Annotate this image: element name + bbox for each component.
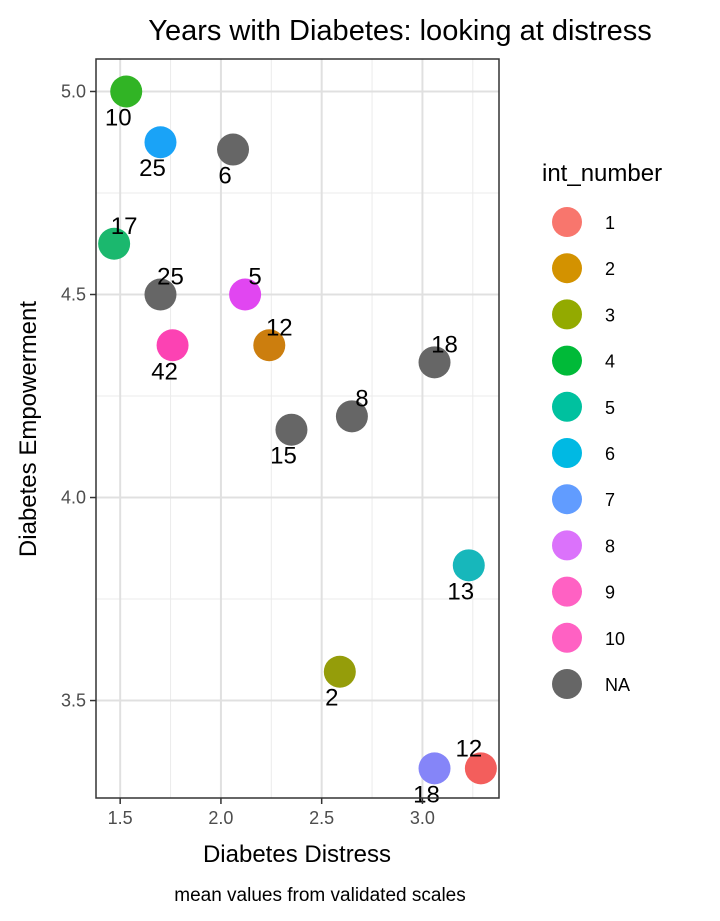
legend-label: 10	[605, 629, 625, 649]
legend-key	[552, 530, 582, 561]
chart-caption: mean values from validated scales	[174, 885, 465, 906]
legend-key	[552, 391, 582, 422]
data-point	[464, 752, 497, 785]
data-point	[452, 549, 485, 582]
x-axis-ticks: 1.5 2.0 2.5 3.0	[108, 798, 435, 828]
point-label: 18	[431, 331, 458, 358]
point-label: 2	[325, 685, 338, 712]
legend-key	[552, 669, 582, 699]
point-label: 6	[218, 163, 231, 190]
x-tick-label: 2.0	[208, 808, 233, 828]
data-point	[217, 133, 250, 166]
point-label: 17	[111, 213, 138, 240]
x-tick-label: 1.5	[108, 808, 133, 828]
data-point	[275, 413, 308, 446]
data-point	[323, 655, 356, 688]
legend-label: 6	[605, 444, 615, 464]
point-label: 18	[413, 781, 440, 808]
legend-label: 5	[605, 398, 615, 418]
legend-label: 7	[605, 490, 615, 510]
data-point	[110, 75, 143, 108]
legend-label: 9	[605, 583, 615, 603]
y-tick-label: 4.5	[61, 285, 86, 305]
legend-key	[552, 299, 582, 330]
point-label: 12	[266, 314, 293, 341]
y-tick-label: 3.5	[61, 691, 86, 711]
legend-title: int_number	[542, 160, 662, 187]
chart-title: Years with Diabetes: looking at distress	[148, 15, 651, 47]
point-label: 13	[447, 578, 474, 605]
point-labels: 10 25 6 17 25 5 42 12 18 8 15 13 2 18 12	[105, 104, 482, 808]
y-tick-label: 5.0	[61, 81, 86, 101]
legend-label: 2	[605, 259, 615, 279]
legend-key	[552, 438, 582, 468]
legend-key	[552, 253, 582, 284]
point-label: 42	[151, 358, 178, 385]
data-point	[418, 346, 451, 379]
plot-panel: 10 25 6 17 25 5 42 12 18 8 15 13 2 18 12	[95, 58, 500, 808]
y-axis-title: Diabetes Empowerment	[15, 301, 42, 557]
point-label: 10	[105, 104, 132, 131]
legend: int_number 1 2 3 4 5 6 7 8 9 10 NA	[542, 160, 662, 699]
data-point	[418, 752, 451, 785]
legend-key	[552, 622, 582, 653]
data-point	[335, 400, 368, 433]
data-point	[156, 329, 189, 362]
legend-key	[552, 484, 582, 515]
minor-gridlines	[96, 59, 499, 798]
point-label: 8	[355, 385, 368, 412]
legend-entries: 1 2 3 4 5 6 7 8 9 10 NA	[552, 207, 630, 699]
legend-label: 4	[605, 352, 615, 372]
y-tick-label: 4.0	[61, 488, 86, 508]
legend-label: 1	[605, 213, 615, 233]
x-tick-label: 3.0	[410, 808, 435, 828]
data-point	[144, 278, 177, 311]
legend-key	[552, 207, 582, 237]
major-gridlines	[96, 59, 499, 798]
data-point	[253, 329, 286, 362]
point-label: 15	[270, 443, 297, 470]
data-points	[98, 75, 497, 785]
point-label: 25	[139, 155, 166, 182]
legend-label: 3	[605, 305, 615, 325]
point-label: 25	[157, 264, 184, 291]
point-label: 5	[248, 264, 261, 291]
legend-key	[552, 576, 582, 607]
point-label: 12	[456, 735, 483, 762]
x-axis-title: Diabetes Distress	[203, 841, 391, 868]
legend-label: NA	[605, 675, 630, 695]
panel-border	[95, 58, 500, 799]
data-point	[144, 126, 177, 159]
y-axis-ticks: 3.5 4.0 4.5 5.0	[61, 81, 96, 711]
legend-key	[552, 345, 582, 376]
data-point	[98, 227, 131, 260]
legend-label: 8	[605, 536, 615, 556]
data-point	[229, 278, 262, 311]
x-tick-label: 2.5	[309, 808, 334, 828]
